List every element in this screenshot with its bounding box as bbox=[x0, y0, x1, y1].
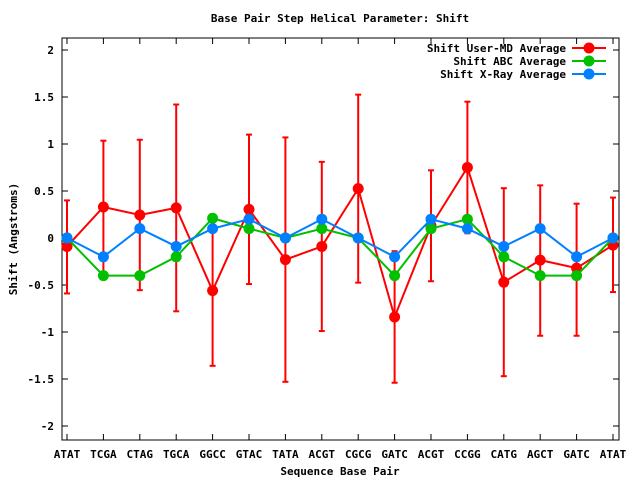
series-1 bbox=[61, 212, 619, 282]
legend-label: Shift ABC Average bbox=[453, 55, 566, 68]
data-point bbox=[97, 270, 109, 282]
plot-frame bbox=[61, 37, 620, 441]
data-point bbox=[207, 285, 219, 297]
data-point bbox=[134, 223, 146, 235]
y-tick-label: 1 bbox=[47, 138, 54, 151]
data-point bbox=[607, 232, 619, 244]
x-tick-label: GTAC bbox=[236, 448, 263, 461]
series-line bbox=[66, 217, 614, 278]
data-point bbox=[461, 162, 473, 173]
y-tick-label: -0.5 bbox=[28, 279, 55, 292]
data-point bbox=[534, 223, 546, 235]
data-point bbox=[461, 213, 473, 225]
legend-marker bbox=[583, 68, 595, 80]
data-point bbox=[389, 311, 401, 323]
data-point bbox=[425, 213, 437, 225]
data-point bbox=[534, 254, 546, 266]
x-tick-label: TATA bbox=[272, 448, 299, 461]
data-point bbox=[389, 251, 401, 263]
y-tick-label: 1.5 bbox=[34, 91, 54, 104]
legend-marker bbox=[583, 55, 595, 67]
series-line bbox=[66, 218, 614, 259]
data-point bbox=[61, 240, 73, 252]
x-tick-label: GATC bbox=[563, 448, 590, 461]
y-axis-label: Shift (Angstroms) bbox=[7, 183, 20, 296]
series-layer bbox=[61, 93, 619, 384]
data-point bbox=[316, 223, 328, 235]
x-tick-label: GATC bbox=[381, 448, 408, 461]
data-point bbox=[134, 270, 146, 282]
y-tick-label: 2 bbox=[47, 44, 54, 57]
legend-label: Shift X-Ray Average bbox=[440, 68, 566, 81]
data-point bbox=[243, 223, 255, 235]
data-point bbox=[316, 213, 328, 225]
series-0 bbox=[61, 93, 619, 384]
chart-title: Base Pair Step Helical Parameter: Shift bbox=[211, 12, 469, 25]
x-tick-label: CTAG bbox=[127, 448, 154, 461]
data-point bbox=[61, 232, 73, 244]
data-point bbox=[134, 209, 146, 221]
data-point bbox=[207, 212, 219, 224]
data-point bbox=[534, 270, 546, 282]
y-tick-label: 0.5 bbox=[34, 185, 54, 198]
x-tick-label: AGCT bbox=[527, 448, 554, 461]
data-point bbox=[279, 254, 291, 266]
data-point bbox=[243, 203, 255, 215]
x-tick-label: ATAT bbox=[600, 448, 627, 461]
data-point bbox=[170, 202, 182, 214]
data-point bbox=[207, 223, 219, 235]
series-line bbox=[66, 165, 614, 321]
x-tick-label: ACGT bbox=[418, 448, 445, 461]
data-point bbox=[571, 262, 583, 274]
x-axis-ticks: ATAT TCGA CTAG TGCA GGCC GTAC TATA ACGT CGCG GATC… bbox=[54, 38, 627, 461]
data-point bbox=[279, 232, 291, 244]
data-point bbox=[352, 232, 364, 244]
legend-marker bbox=[583, 42, 595, 54]
data-point bbox=[498, 240, 510, 252]
data-point bbox=[571, 251, 583, 263]
data-point bbox=[316, 240, 328, 252]
x-tick-label: CATG bbox=[491, 448, 518, 461]
data-point bbox=[352, 183, 364, 195]
x-tick-label: TGCA bbox=[163, 448, 190, 461]
data-point bbox=[243, 213, 255, 225]
data-point bbox=[498, 251, 510, 263]
y-tick-label: -1 bbox=[41, 326, 55, 339]
data-point bbox=[571, 270, 583, 282]
y-axis-ticks: 2 1.5 1 0.5 0 -0.5 -1 -1.5 -2 bbox=[28, 44, 619, 433]
y-tick-label: 0 bbox=[47, 232, 54, 245]
data-point bbox=[498, 276, 510, 288]
data-point bbox=[425, 223, 437, 235]
legend-label: Shift User-MD Average bbox=[427, 42, 566, 55]
x-tick-label: GGCC bbox=[199, 448, 226, 461]
data-point bbox=[170, 240, 182, 252]
y-tick-label: -1.5 bbox=[28, 373, 55, 386]
data-point bbox=[97, 201, 109, 213]
x-axis-label: Sequence Base Pair bbox=[280, 465, 400, 478]
data-point bbox=[170, 251, 182, 263]
series-2 bbox=[61, 213, 619, 263]
x-tick-label: CGCG bbox=[345, 448, 372, 461]
data-point bbox=[97, 251, 109, 263]
data-point bbox=[461, 223, 473, 235]
x-tick-label: ACGT bbox=[309, 448, 336, 461]
x-tick-label: TCGA bbox=[90, 448, 117, 461]
data-point bbox=[389, 270, 401, 282]
x-tick-label: ATAT bbox=[54, 448, 81, 461]
x-tick-label: CCGG bbox=[454, 448, 481, 461]
y-tick-label: -2 bbox=[41, 420, 54, 433]
